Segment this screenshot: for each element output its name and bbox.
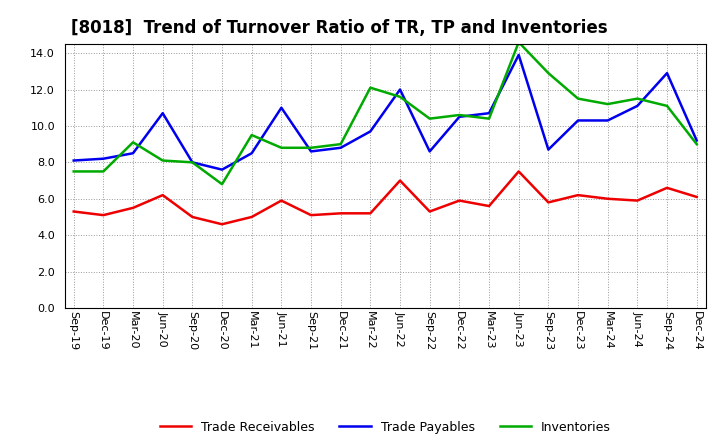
Trade Receivables [693,194,701,200]
Inventories [396,94,405,99]
Inventories [188,160,197,165]
Trade Payables [426,149,434,154]
Trade Payables [307,149,315,154]
Trade Payables [277,105,286,110]
Trade Receivables [514,169,523,174]
Inventories [99,169,108,174]
Trade Payables [336,145,345,150]
Trade Payables [455,114,464,120]
Trade Receivables [217,222,226,227]
Trade Receivables [307,213,315,218]
Trade Receivables [158,192,167,198]
Trade Receivables [574,192,582,198]
Trade Receivables [366,211,374,216]
Trade Payables [574,118,582,123]
Inventories [158,158,167,163]
Inventories [603,102,612,107]
Line: Inventories: Inventories [73,42,697,184]
Trade Payables [248,150,256,156]
Trade Payables [633,103,642,109]
Trade Receivables [544,200,553,205]
Inventories [217,182,226,187]
Trade Receivables [633,198,642,203]
Trade Payables [158,110,167,116]
Inventories [514,40,523,45]
Inventories [336,142,345,147]
Trade Receivables [485,203,493,209]
Trade Receivables [662,185,671,191]
Trade Payables [217,167,226,172]
Inventories [455,112,464,117]
Trade Receivables [188,214,197,220]
Trade Payables [396,87,405,92]
Line: Trade Receivables: Trade Receivables [73,172,697,224]
Inventories [366,85,374,90]
Legend: Trade Receivables, Trade Payables, Inventories: Trade Receivables, Trade Payables, Inven… [155,416,616,439]
Trade Payables [188,160,197,165]
Trade Receivables [455,198,464,203]
Inventories [485,116,493,121]
Text: [8018]  Trend of Turnover Ratio of TR, TP and Inventories: [8018] Trend of Turnover Ratio of TR, TP… [71,19,608,37]
Trade Receivables [277,198,286,203]
Trade Payables [129,150,138,156]
Trade Payables [693,138,701,143]
Trade Payables [99,156,108,161]
Trade Payables [544,147,553,152]
Inventories [426,116,434,121]
Trade Payables [662,70,671,76]
Inventories [129,139,138,145]
Trade Payables [69,158,78,163]
Trade Payables [603,118,612,123]
Trade Receivables [129,205,138,210]
Inventories [633,96,642,101]
Trade Receivables [336,211,345,216]
Trade Payables [366,129,374,134]
Inventories [307,145,315,150]
Inventories [248,132,256,138]
Inventories [574,96,582,101]
Trade Receivables [69,209,78,214]
Trade Payables [485,110,493,116]
Line: Trade Payables: Trade Payables [73,55,697,170]
Inventories [544,70,553,76]
Trade Receivables [603,196,612,202]
Inventories [662,103,671,109]
Inventories [693,142,701,147]
Trade Payables [514,52,523,58]
Trade Receivables [396,178,405,183]
Trade Receivables [99,213,108,218]
Trade Receivables [248,214,256,220]
Trade Receivables [426,209,434,214]
Inventories [69,169,78,174]
Inventories [277,145,286,150]
